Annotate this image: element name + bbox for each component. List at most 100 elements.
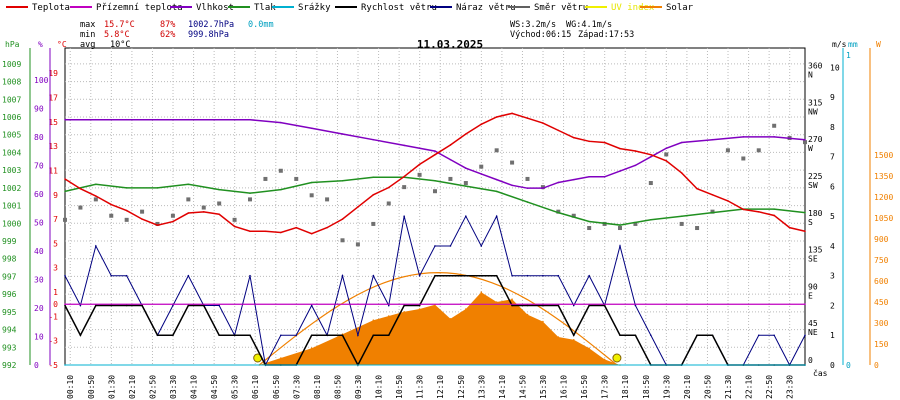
- tick-dir-3: 135: [808, 246, 823, 255]
- temperature-line-point-5: [141, 218, 143, 220]
- temperature-line-point-18: [341, 218, 344, 220]
- tick-x-17: 11:30: [416, 375, 425, 399]
- avg-temp: 10°C: [110, 40, 131, 50]
- pressure-line-point-8: [310, 181, 313, 184]
- gust-line-point-18: [341, 274, 344, 277]
- tick-x-21: 14:10: [498, 375, 507, 399]
- wind-dir-point-0: [63, 217, 67, 222]
- tick-w-7: 1050: [874, 214, 893, 223]
- rain-line-point-0: [64, 364, 66, 366]
- gust-line-point-48: [804, 334, 806, 337]
- tick-percent-0: 0: [34, 361, 39, 370]
- tick-w-5: 750: [874, 256, 889, 265]
- humidity-line-point-8: [310, 127, 313, 130]
- legend: Teplota Přízemní teplota Vlhkost Tlak Srážky…: [0, 0, 900, 18]
- gust-line-point-26: [465, 215, 467, 217]
- tick-w-6: 900: [874, 235, 889, 244]
- wind-dir-point-48: [803, 140, 807, 145]
- legend-item-6: Náraz větru: [430, 3, 516, 15]
- tick-celsius-6: 5: [53, 239, 58, 248]
- tick-x-13: 08:50: [333, 375, 342, 399]
- gust-line-point-19: [357, 334, 359, 337]
- wind-dir-point-39: [664, 152, 669, 157]
- tick-x-23: 15:30: [539, 375, 548, 399]
- gust-line-point-25: [449, 245, 452, 247]
- min-temp: 5.8°C: [104, 30, 130, 40]
- legend-label: Srážky: [298, 3, 331, 13]
- humidity-line-point-3: [156, 118, 159, 121]
- wind-speed-line-point-21: [387, 334, 390, 337]
- tick-ms-1: 1: [830, 331, 835, 340]
- wind-dir-point-27: [479, 164, 484, 169]
- wind-dir-point-14: [278, 168, 283, 173]
- temperature-line-point-41: [696, 187, 698, 190]
- temperature-line-point-28: [495, 116, 498, 118]
- pressure-line-point-21: [711, 211, 714, 214]
- gust-line-point-7: [172, 304, 174, 307]
- tick-ms-9: 9: [830, 93, 835, 102]
- tick-x-6: 04:10: [190, 375, 199, 399]
- solar-point-13: [511, 298, 513, 301]
- wind-dir-point-13: [263, 176, 268, 181]
- legend-swatch: [70, 5, 92, 8]
- gust-line-point-15: [295, 334, 298, 337]
- humidity-line-point-10: [372, 138, 375, 141]
- tick-dir-5: 225: [808, 172, 823, 181]
- temperature-line-point-11: [233, 225, 236, 228]
- temperature-line-point-32: [557, 129, 560, 132]
- gust-line-point-20: [372, 274, 375, 277]
- legend-item-3: Tlak: [228, 3, 276, 15]
- legend-label: Tlak: [254, 3, 276, 13]
- gust-line-point-8: [187, 274, 190, 277]
- gust-line-point-36: [619, 245, 621, 247]
- humidity-line-point-13: [449, 158, 452, 161]
- legend-swatch: [335, 5, 357, 8]
- tick-ms-5: 5: [830, 212, 835, 221]
- humidity-line-point-25: [634, 164, 637, 167]
- x-unit-label: čas: [813, 368, 828, 378]
- min-humidity: 62%: [160, 30, 176, 40]
- wind-dir-point-25: [448, 176, 453, 181]
- tick-x-5: 03:30: [169, 375, 178, 399]
- humidity-line-point-12: [434, 150, 436, 152]
- solar-point-4: [372, 319, 375, 322]
- gust-line-point-24: [434, 245, 436, 247]
- pressure-line-point-14: [495, 190, 498, 193]
- sunset: Západ:17:53: [578, 30, 635, 40]
- tick-celsius-4: 1: [53, 288, 58, 297]
- wind-speed-line-point-22: [403, 304, 405, 307]
- axis-label-percent: %: [38, 40, 43, 49]
- wind-dir-point-9: [201, 205, 206, 210]
- wind-gust: WG:4.1m/s: [566, 20, 613, 30]
- temperature-line-point-16: [310, 232, 313, 235]
- wind-dir-point-42: [710, 209, 715, 214]
- axis-label-celsius: °C: [57, 40, 67, 49]
- pressure-line-point-20: [680, 215, 683, 217]
- wind-dir-point-29: [510, 160, 515, 165]
- tick-percent-3: 30: [34, 275, 44, 284]
- tick-dir-7: 315: [808, 98, 823, 107]
- pressure-line-point-4: [187, 183, 190, 186]
- tick-x-11: 07:30: [292, 375, 301, 399]
- wind-speed-line-point-11: [233, 334, 236, 337]
- pressure-line-point-16: [557, 211, 560, 214]
- pressure-line-point-7: [280, 188, 282, 191]
- gust-line-point-23: [418, 274, 421, 277]
- legend-item-5: Rychlost větru: [335, 3, 437, 15]
- tick-percent-5: 50: [34, 218, 44, 227]
- pressure-line-point-17: [588, 220, 590, 223]
- wind-speed: WS:3.2m/s: [510, 20, 557, 30]
- temperature-line-point-45: [757, 211, 760, 213]
- tick-x-35: 23:30: [786, 375, 795, 399]
- pressure-line-point-2: [125, 187, 128, 189]
- temperature-line-point-6: [156, 224, 159, 226]
- temperature-line: [64, 112, 806, 235]
- tick-percent-8: 80: [34, 133, 44, 142]
- tick-ms-6: 6: [830, 182, 835, 191]
- tick-x-16: 10:50: [395, 375, 404, 399]
- wind-speed-line-point-1: [79, 334, 82, 337]
- wind-speed-line-point-0: [64, 304, 66, 307]
- tick-x-7: 04:50: [210, 375, 219, 399]
- legend-item-1: Přízemní teplota: [70, 3, 183, 15]
- tick-x-12: 08:10: [313, 375, 322, 399]
